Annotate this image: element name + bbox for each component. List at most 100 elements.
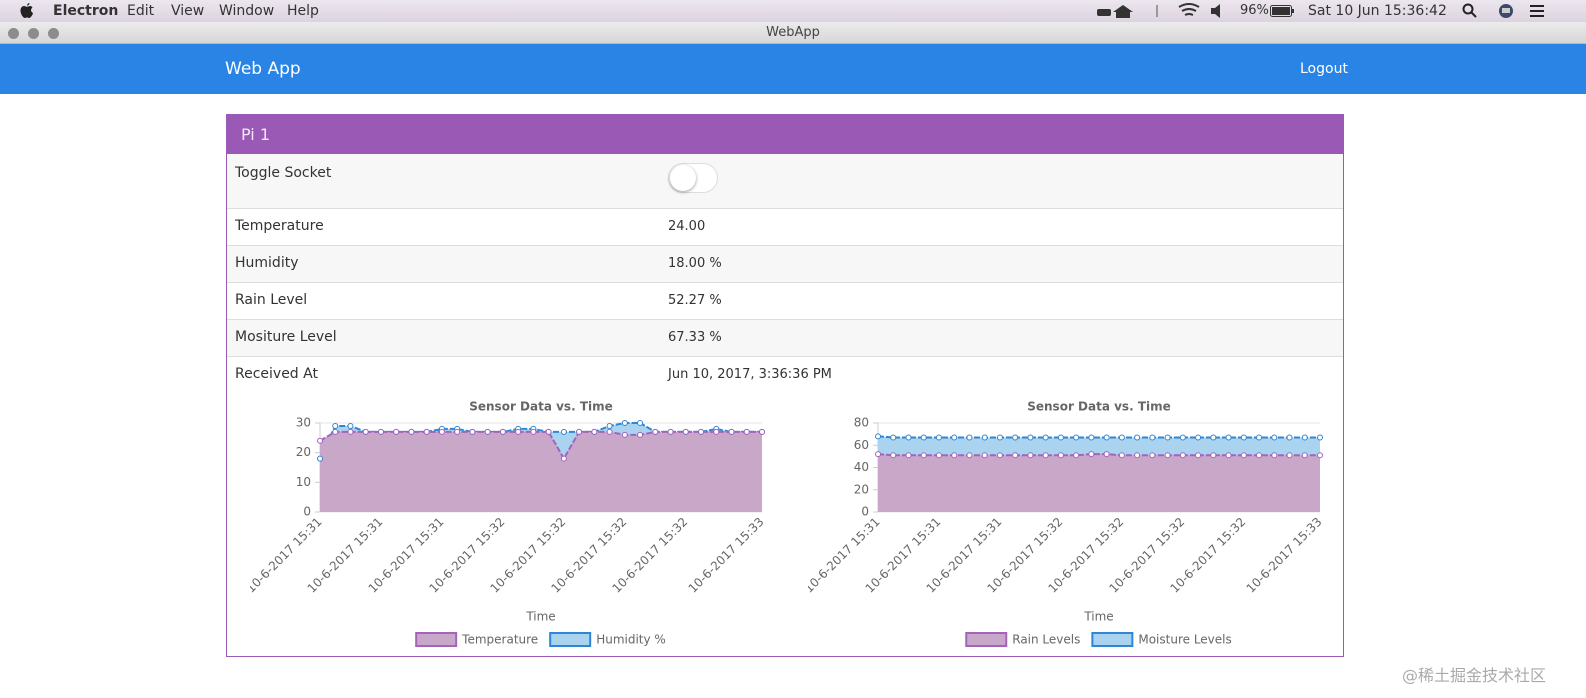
y-tick-label: 10 bbox=[296, 475, 311, 489]
data-point bbox=[667, 428, 674, 435]
data-point bbox=[317, 455, 323, 462]
data-point bbox=[1134, 434, 1141, 441]
row-label: Received At bbox=[235, 366, 318, 382]
data-point bbox=[469, 428, 476, 435]
data-point bbox=[1134, 452, 1141, 459]
legend-swatch bbox=[965, 632, 1008, 647]
data-point bbox=[951, 452, 958, 459]
device-panel: Pi 1 Toggle Socket Temperature 24.00 Humid… bbox=[226, 114, 1344, 657]
list-icon[interactable] bbox=[1528, 4, 1548, 18]
data-point bbox=[1301, 434, 1308, 441]
chart: Sensor Data vs. Time 0 20 40 60 80 10-6-2017 1… bbox=[808, 400, 1325, 647]
data-point bbox=[332, 428, 339, 435]
y-tick-label: 40 bbox=[854, 460, 869, 474]
data-point bbox=[362, 428, 369, 435]
chart: Sensor Data vs. Time 0 10 20 30 10-6-2017 15:… bbox=[250, 400, 767, 647]
data-point bbox=[981, 452, 988, 459]
data-point bbox=[966, 452, 973, 459]
data-point bbox=[698, 428, 705, 435]
legend-label: Moisture Levels bbox=[1138, 633, 1231, 647]
row-value: 52.27 % bbox=[668, 293, 722, 308]
logout-link[interactable]: Logout bbox=[1300, 61, 1348, 77]
data-point bbox=[545, 428, 552, 435]
data-point bbox=[637, 431, 644, 438]
data-point bbox=[484, 428, 491, 435]
volume-icon[interactable] bbox=[1210, 3, 1230, 19]
menu-item[interactable]: Help bbox=[287, 3, 319, 19]
data-point bbox=[438, 428, 445, 435]
data-point bbox=[1301, 452, 1308, 459]
minimize-button[interactable] bbox=[28, 28, 39, 39]
data-point bbox=[621, 420, 628, 426]
data-point bbox=[317, 437, 323, 444]
toggle-switch[interactable] bbox=[668, 163, 718, 193]
table-row: Temperature 24.00 bbox=[227, 208, 1343, 245]
data-point bbox=[1179, 452, 1186, 459]
battery-icon bbox=[1270, 5, 1294, 17]
data-point bbox=[560, 455, 567, 462]
legend-label: Humidity % bbox=[596, 633, 666, 647]
menu-item[interactable]: Window bbox=[219, 3, 275, 19]
x-tick-label: 10-6-2017 15:33 bbox=[686, 515, 767, 596]
data-point bbox=[1240, 434, 1247, 441]
panel-title: Pi 1 bbox=[227, 115, 1343, 154]
data-point bbox=[1225, 434, 1232, 441]
data-point bbox=[1118, 452, 1125, 459]
data-point bbox=[1271, 434, 1278, 441]
data-point bbox=[920, 452, 927, 459]
window-title-bar: WebApp bbox=[0, 22, 1586, 44]
data-point bbox=[996, 452, 1003, 459]
y-tick-label: 20 bbox=[296, 445, 311, 459]
menu-item[interactable]: Edit bbox=[127, 3, 155, 19]
data-point bbox=[905, 452, 912, 459]
x-tick-label: 10-6-2017 15:33 bbox=[1244, 515, 1325, 596]
data-point bbox=[1195, 452, 1202, 459]
data-point bbox=[1042, 434, 1049, 441]
menu-item[interactable]: View bbox=[171, 3, 205, 19]
data-point bbox=[1271, 452, 1278, 459]
row-label: Rain Level bbox=[235, 292, 308, 308]
window-title: WebApp bbox=[766, 25, 820, 40]
search-icon[interactable] bbox=[1462, 3, 1522, 19]
table-row: Mositure Level 67.33 % bbox=[227, 319, 1343, 356]
row-value: 67.33 % bbox=[668, 330, 722, 345]
area-fill bbox=[878, 454, 1320, 512]
legend-label: Temperature bbox=[461, 633, 538, 647]
chart-title: Sensor Data vs. Time bbox=[469, 400, 613, 414]
data-point bbox=[606, 422, 613, 429]
data-point bbox=[728, 428, 735, 435]
data-point bbox=[454, 428, 461, 435]
data-point bbox=[1027, 452, 1034, 459]
data-point bbox=[1195, 434, 1202, 441]
brand[interactable]: Web App bbox=[225, 59, 301, 79]
clock[interactable]: Sat 10 Jun 15:36:42 bbox=[1308, 3, 1447, 19]
y-tick-label: 0 bbox=[861, 505, 869, 519]
row-label: Humidity bbox=[235, 255, 299, 271]
zoom-button[interactable] bbox=[48, 28, 59, 39]
battery-level[interactable]: 96% bbox=[1240, 3, 1269, 18]
data-point bbox=[1088, 434, 1095, 441]
data-point bbox=[743, 428, 750, 435]
data-point bbox=[875, 433, 881, 440]
data-point bbox=[890, 434, 897, 441]
data-point bbox=[1103, 451, 1110, 458]
toggle-knob bbox=[670, 165, 696, 191]
close-button[interactable] bbox=[8, 28, 19, 39]
apple-icon[interactable] bbox=[20, 3, 34, 19]
y-tick-label: 20 bbox=[854, 482, 869, 496]
table-row: Rain Level 52.27 % bbox=[227, 282, 1343, 319]
data-point bbox=[935, 452, 942, 459]
data-point bbox=[1240, 452, 1247, 459]
y-tick-label: 80 bbox=[854, 416, 869, 430]
data-point bbox=[1012, 452, 1019, 459]
data-point bbox=[332, 422, 339, 429]
data-point bbox=[591, 428, 598, 435]
row-value: 18.00 % bbox=[668, 256, 722, 271]
data-point bbox=[981, 434, 988, 441]
data-point bbox=[951, 434, 958, 441]
table-row: Received At Jun 10, 2017, 3:36:36 PM bbox=[227, 356, 1343, 393]
legend-label: Rain Levels bbox=[1012, 633, 1080, 647]
menu-app[interactable]: Electron bbox=[53, 3, 119, 19]
data-point bbox=[1210, 452, 1217, 459]
